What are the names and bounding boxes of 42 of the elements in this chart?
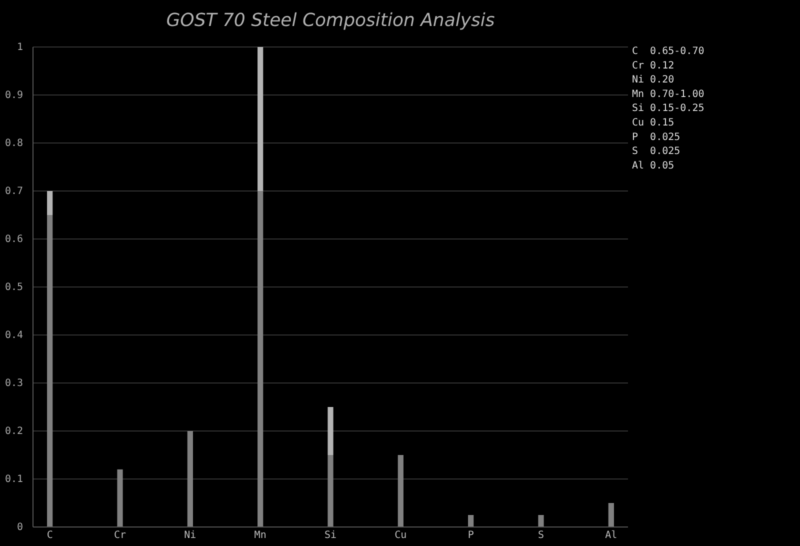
y-tick-label: 0.9 [4,90,23,102]
y-tick-label: 0.8 [4,138,23,150]
bar [47,191,53,215]
bar [258,47,264,191]
bar [538,515,544,527]
x-tick-label: C [46,530,53,541]
text: C 0.65-0.70 [632,46,704,57]
bar [468,515,474,527]
x-tick-label: Cr [114,530,126,541]
chart-title: GOST 70 Steel Composition Analysis [166,10,495,31]
y-tick-label: 0.3 [4,378,23,390]
x-tick-label: Al [605,530,618,541]
y-tick-label: 0.6 [4,234,23,246]
text: Mn 0.70-1.00 [632,88,704,100]
bar [47,215,53,527]
x-tick-label: Mn [254,530,266,541]
text: Ni 0.20 [632,74,674,86]
y-tick-label: 0.5 [4,282,23,294]
bar [398,455,404,527]
y-tick-label: 0.7 [4,186,23,198]
y-tick-label: 1 [16,42,23,54]
bar [328,407,334,455]
text: Al 0.05 [632,160,674,172]
x-tick-label: Ni [184,530,196,541]
y-tick-label: 0.2 [4,426,23,438]
bar [608,503,614,527]
text: Cr 0.12 [632,60,674,72]
y-tick-label: 0.4 [4,330,23,342]
y-tick-label: 0 [16,522,23,534]
x-tick-label: P [468,530,474,541]
bar [328,455,334,527]
bar [117,469,123,527]
bar [187,431,193,527]
bar [258,191,264,527]
y-tick-label: 0.1 [4,474,23,486]
x-tick-label: Cu [394,530,407,541]
x-tick-label: S [538,530,544,541]
text: Si 0.15-0.25 [632,103,704,114]
x-tick-label: Si [324,530,337,541]
text: P 0.025 [632,132,680,143]
text: Cu 0.15 [632,118,674,128]
text: S 0.025 [632,146,680,158]
